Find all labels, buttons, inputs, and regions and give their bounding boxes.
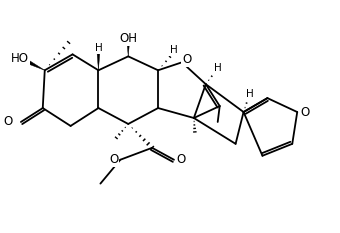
Text: O: O (182, 53, 191, 66)
Polygon shape (97, 48, 100, 70)
Text: OH: OH (119, 32, 137, 45)
Text: O: O (4, 116, 13, 128)
Text: O: O (300, 106, 309, 119)
Text: H: H (95, 43, 102, 53)
Text: HO: HO (11, 52, 29, 65)
Polygon shape (16, 54, 45, 70)
Text: O: O (109, 153, 118, 166)
Text: H: H (170, 45, 178, 55)
Polygon shape (126, 37, 130, 56)
Text: H: H (214, 63, 222, 73)
Text: H: H (245, 89, 253, 99)
Text: O: O (176, 153, 185, 166)
